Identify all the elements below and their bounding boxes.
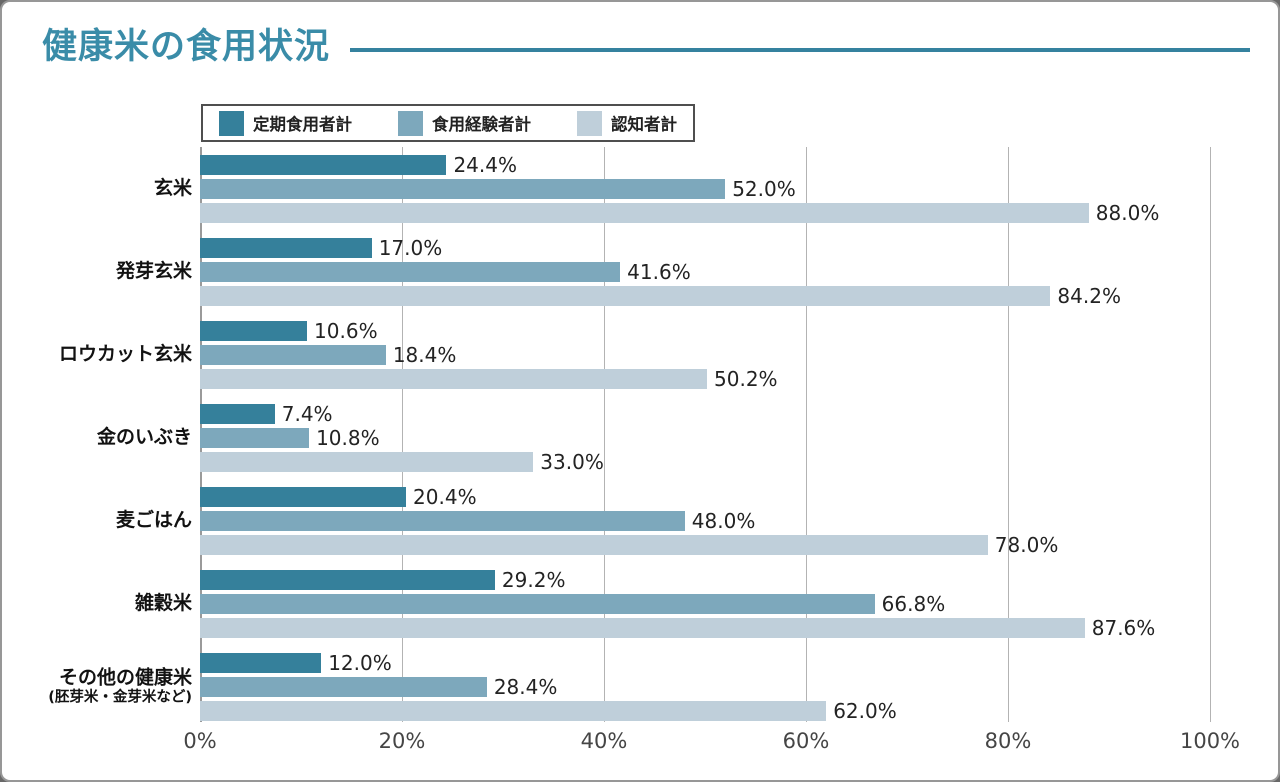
- bar-定期食用者計-玄米: [200, 155, 447, 175]
- bar-認知者計-発芽玄米: [200, 286, 1051, 306]
- bar-食用経験者計-ロウカット玄米: [200, 345, 386, 365]
- bar-認知者計-玄米: [200, 203, 1089, 223]
- x-tick-label: 80%: [984, 729, 1032, 753]
- bar-食用経験者計-玄米: [200, 179, 726, 199]
- bar-value-label: 50.2%: [714, 367, 778, 391]
- page-title: 健康米の食用状況: [42, 27, 331, 67]
- bar-value-label: 18.4%: [392, 343, 457, 367]
- category-label-main: ロウカット玄米: [58, 343, 192, 366]
- bar-value-label: 17.0%: [378, 236, 443, 260]
- legend-item-3: 認知者計: [577, 110, 677, 136]
- bar-value-label: 10.6%: [314, 319, 378, 343]
- bar-定期食用者計-ロウカット玄米: [200, 321, 308, 341]
- category-label-main: その他の健康米: [58, 666, 192, 689]
- bar-value-label: 24.4%: [453, 153, 517, 177]
- bar-value-label: 28.4%: [493, 675, 558, 699]
- bar-value-label: 87.6%: [1091, 616, 1156, 640]
- x-tick-label: 60%: [782, 729, 830, 753]
- category-label: 玄米: [153, 177, 192, 200]
- bar-食用経験者計-金のいぶき: [200, 428, 310, 448]
- bar-value-label: 29.2%: [501, 568, 566, 592]
- category-label: 雑穀米: [134, 592, 192, 615]
- title-row: 健康米の食用状況: [42, 28, 1250, 67]
- gridline-40: [604, 147, 605, 722]
- bar-認知者計-麦ごはん: [200, 535, 988, 555]
- gridline-60: [806, 147, 807, 722]
- gridline-80: [1008, 147, 1009, 722]
- bar-value-label: 78.0%: [994, 533, 1059, 557]
- bar-定期食用者計-その他の健康米: [200, 653, 322, 673]
- category-label: その他の健康米 (胚芽米・金芽米など): [48, 667, 192, 706]
- bar-value-label: 52.0%: [732, 177, 796, 201]
- category-label-sub: (胚芽米・金芽米など): [48, 689, 192, 706]
- bar-value-label: 10.8%: [316, 426, 380, 450]
- bar-認知者計-金のいぶき: [200, 452, 534, 472]
- bar-value-label: 88.0%: [1095, 201, 1160, 225]
- category-label-main: 麦ごはん: [115, 509, 192, 532]
- category-label-main: 発芽玄米: [115, 260, 192, 283]
- legend-item-2: 食用経験者計: [398, 110, 531, 136]
- legend: 定期食用者計 食用経験者計 認知者計: [201, 104, 695, 142]
- x-tick-label: 40%: [580, 729, 628, 753]
- bar-value-label: 12.0%: [328, 651, 392, 675]
- bar-定期食用者計-金のいぶき: [200, 404, 275, 424]
- category-label: 発芽玄米: [115, 260, 192, 283]
- bar-定期食用者計-麦ごはん: [200, 487, 407, 507]
- bar-認知者計-ロウカット玄米: [200, 369, 708, 389]
- bar-認知者計-その他の健康米: [200, 701, 827, 721]
- category-label: 麦ごはん: [115, 509, 192, 532]
- gridline-100: [1210, 147, 1211, 722]
- bar-value-label: 48.0%: [691, 509, 756, 533]
- bar-食用経験者計-発芽玄米: [200, 262, 621, 282]
- bar-value-label: 7.4%: [281, 402, 333, 426]
- x-tick-label: 100%: [1179, 729, 1241, 753]
- bar-value-label: 41.6%: [627, 260, 691, 284]
- category-label: ロウカット玄米: [58, 343, 192, 366]
- x-tick-label: 20%: [378, 729, 426, 753]
- legend-chip-icon: [398, 110, 423, 136]
- category-label-main: 雑穀米: [134, 592, 192, 615]
- bar-定期食用者計-雑穀米: [200, 570, 495, 590]
- category-label-main: 金のいぶき: [96, 426, 192, 449]
- category-label-main: 玄米: [153, 177, 192, 200]
- bar-定期食用者計-発芽玄米: [200, 238, 372, 258]
- bar-食用経験者計-その他の健康米: [200, 677, 487, 697]
- bar-value-label: 33.0%: [540, 450, 604, 474]
- bar-value-label: 84.2%: [1057, 284, 1121, 308]
- legend-item-1: 定期食用者計: [219, 110, 352, 136]
- bar-value-label: 62.0%: [833, 699, 897, 723]
- legend-chip-icon: [577, 110, 602, 136]
- bar-食用経験者計-麦ごはん: [200, 511, 685, 531]
- bar-value-label: 66.8%: [881, 592, 946, 616]
- bar-認知者計-雑穀米: [200, 618, 1085, 638]
- bar-value-label: 20.4%: [413, 485, 477, 509]
- legend-label: 食用経験者計: [432, 115, 531, 134]
- x-tick-label: 0%: [183, 729, 217, 753]
- legend-label: 定期食用者計: [253, 115, 352, 134]
- category-label: 金のいぶき: [96, 426, 192, 449]
- title-rule: [350, 48, 1250, 53]
- legend-chip-icon: [219, 110, 244, 136]
- bar-食用経験者計-雑穀米: [200, 594, 875, 614]
- legend-label: 認知者計: [611, 115, 677, 134]
- gridline-20: [402, 147, 403, 722]
- plot-area: 0% 20% 40% 60% 80% 100% 玄米 24.4% 52.0% 88.0% 発芽玄米 1…: [48, 147, 1240, 753]
